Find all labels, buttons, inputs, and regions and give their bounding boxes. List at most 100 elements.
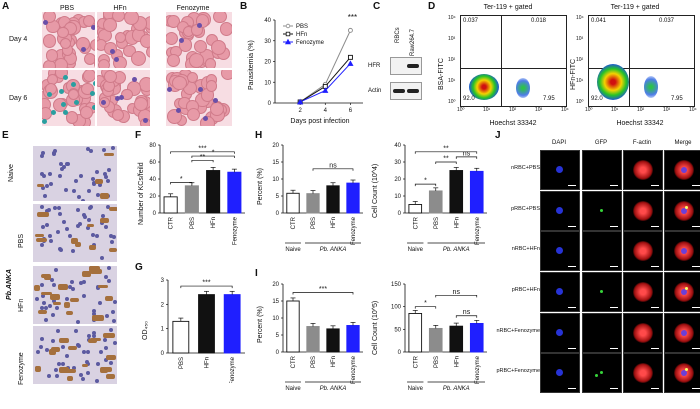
nucleus [50, 338, 55, 343]
scale-bar [692, 348, 700, 349]
kupffer-stain [66, 375, 74, 382]
ytick-label: 20 [272, 143, 279, 149]
factin-cell [633, 323, 653, 343]
bar [346, 325, 360, 353]
nucleus [112, 235, 117, 240]
factin-cell [633, 282, 653, 302]
kupffer-stain [105, 295, 113, 302]
confocal-tile [664, 313, 700, 353]
nucleus [46, 373, 51, 378]
bar-category-label: HFn [454, 217, 460, 228]
nucleus [45, 209, 50, 214]
sig-label: * [212, 150, 215, 157]
merge-gfp [685, 287, 688, 290]
scale-bar [568, 307, 576, 308]
nucleus [40, 243, 45, 248]
sig-bracket [455, 156, 478, 159]
nucleus [81, 212, 86, 217]
nucleus [81, 279, 86, 284]
bar-category-label: PBS [311, 356, 317, 368]
rbc-cell [97, 58, 111, 68]
nucleus [106, 204, 111, 209]
nucleus [57, 361, 62, 366]
j-row-label: pRBC+PBS [511, 206, 540, 212]
dapi-nucleus [556, 329, 563, 336]
nucleus [52, 206, 57, 211]
scale-bar [692, 307, 700, 308]
q-ll: 92.0 [463, 96, 475, 102]
nucleus [68, 285, 73, 290]
bar-category-label: Fenozyme [230, 356, 236, 383]
nucleus [101, 213, 105, 218]
nucleus [98, 183, 103, 188]
ihc-tile [33, 204, 117, 262]
nucleus [67, 234, 72, 239]
ihc-tile [33, 146, 117, 201]
q-ul: 0.037 [463, 18, 479, 24]
kupffer-stain [93, 314, 105, 321]
h-ylabel-right: Cell Count (10^4) [372, 163, 379, 218]
sig-bracket [180, 285, 233, 289]
nucleus [62, 219, 67, 224]
nucleus [92, 333, 97, 338]
group-label-naive: Naive [285, 247, 301, 253]
confocal-tile [540, 150, 580, 190]
confocal-tile [582, 272, 622, 312]
b-ytick-label: 20 [264, 60, 271, 66]
nucleus [57, 206, 62, 211]
bar [184, 185, 199, 214]
b-legend-label: HFn [296, 32, 307, 38]
confocal-tile [664, 191, 700, 231]
kupffer-stain [38, 309, 47, 314]
gate-v [501, 16, 502, 106]
d-xtick-label: 10¹ [611, 107, 619, 113]
ytick-label: 150 [391, 282, 402, 288]
sig-bracket [170, 151, 235, 154]
sig-label: ns [463, 309, 471, 316]
ytick-label: 0 [276, 211, 280, 217]
nucleus [61, 164, 66, 169]
panel-letter-a: A [2, 1, 10, 12]
nucleus [35, 296, 40, 301]
nucleus [53, 367, 58, 372]
nucleus [86, 349, 91, 354]
rbc-cell [57, 26, 69, 38]
smear-tile [97, 70, 150, 126]
nucleus [91, 312, 96, 317]
kupffer-stain [88, 338, 98, 344]
rbc-cell [187, 71, 199, 84]
parasite-dot [73, 99, 79, 105]
rbc-cell [213, 12, 227, 24]
scale-bar [692, 185, 700, 186]
d-ytick-label: 10¹ [448, 78, 456, 84]
nucleus [87, 206, 92, 211]
group-label-anka: Pb. ANKA [443, 386, 470, 392]
nucleus [80, 377, 85, 382]
nucleus [103, 225, 108, 230]
confocal-tile [540, 313, 580, 353]
bar-category-label: PBS [190, 217, 196, 229]
bar-category-label: PBS [434, 217, 440, 229]
kupffer-stain [108, 248, 117, 252]
sig-bracket [455, 315, 478, 318]
d-xtick-label: 10⁴ [689, 107, 697, 113]
nucleus [75, 343, 80, 348]
scale-bar [651, 388, 659, 389]
western-blot-actin [390, 82, 422, 100]
parasitemia-line-chart: 0 10 20 30 40 2 4 6 *** PBS HFn Fenozyme [264, 13, 363, 114]
rbc-cell [90, 38, 95, 52]
nucleus [64, 354, 69, 358]
gfp-signal [600, 209, 603, 212]
kupffer-stain [58, 338, 69, 343]
rbc-cell [139, 34, 150, 49]
kupffer-stain [90, 269, 102, 274]
nucleus [104, 358, 109, 363]
kupffer-stain [70, 298, 80, 303]
b-xtick-label: 6 [349, 108, 353, 114]
nucleus [40, 205, 45, 210]
g-ylabel: OD₄₅₀ [142, 320, 149, 340]
parasite-dot [197, 87, 203, 92]
confocal-tile [623, 353, 663, 393]
rbc-cell [220, 70, 232, 81]
ytick-label: 0 [398, 211, 402, 217]
